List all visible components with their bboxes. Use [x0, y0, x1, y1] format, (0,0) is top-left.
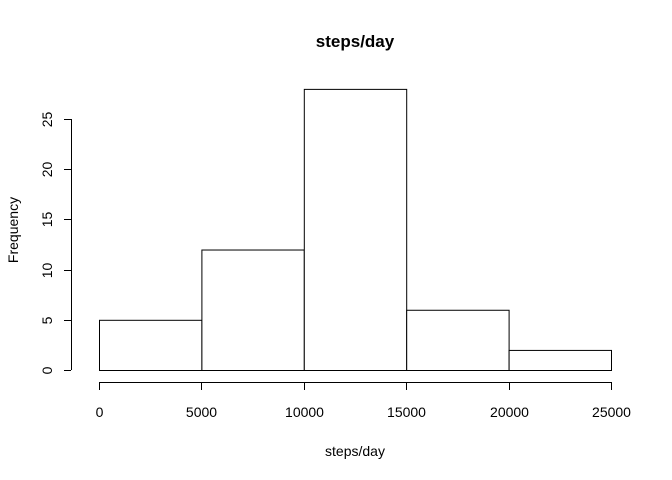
x-tick-label-2: 10000 [285, 404, 324, 420]
y-axis-label: Frequency [5, 197, 21, 263]
x-tick-label-4: 20000 [490, 404, 529, 420]
y-axis: 0 5 10 15 20 25 [39, 112, 72, 374]
x-tick-label-0: 0 [96, 404, 104, 420]
x-axis-label: steps/day [325, 443, 385, 459]
histogram-bar-0 [99, 319, 203, 371]
y-tick-label-1: 5 [39, 316, 55, 324]
y-tick-label-3: 15 [39, 212, 55, 228]
chart-title: steps/day [316, 32, 395, 51]
histogram-bar-1 [201, 249, 305, 372]
histogram-bar-2 [303, 88, 408, 371]
y-tick-label-2: 10 [39, 263, 55, 279]
x-tick-label-5: 25000 [592, 404, 631, 420]
y-tick-label-5: 25 [39, 112, 55, 128]
bars-group [99, 88, 613, 372]
y-tick-label-4: 20 [39, 162, 55, 178]
x-tick-label-1: 5000 [186, 404, 217, 420]
histogram-bar-4 [508, 349, 613, 372]
y-tick-label-0: 0 [39, 366, 55, 374]
x-tick-label-3: 15000 [387, 404, 426, 420]
histogram-bar-3 [406, 309, 510, 372]
x-axis: 0 5000 10000 15000 20000 25000 [96, 382, 631, 420]
